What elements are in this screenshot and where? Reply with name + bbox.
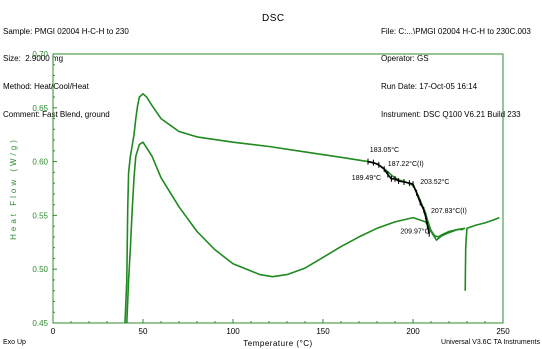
x-tick-label: 250 xyxy=(496,327,510,336)
file-line: File: C:...\PMGI 02004 H-C-H to 230C.003 xyxy=(381,26,531,36)
x-axis-label: Temperature (°C) xyxy=(243,339,312,348)
chart-title: DSC xyxy=(262,13,285,24)
x-tick-label: 150 xyxy=(316,327,330,336)
annotation-label: 189.49°C xyxy=(352,174,381,182)
y-tick-label: 0.55 xyxy=(32,211,48,220)
y-tick-label: 0.70 xyxy=(32,50,48,59)
curves xyxy=(124,93,500,324)
plot-frame xyxy=(52,53,504,324)
axis-tick-labels: 0 50 100 150 200 250 0.45 0.50 0.55 0.60 0.65 0.70 xyxy=(32,50,510,336)
sample-info: Sample: PMGI 02004 H-C-H to 230 Size: 2.… xyxy=(3,8,129,129)
y-tick-label: 0.45 xyxy=(32,319,48,328)
instrument-line: Instrument: DSC Q100 V6.21 Build 233 xyxy=(381,110,521,120)
x-tick-label: 0 xyxy=(51,327,56,336)
method-line: Method: Heat/Cool/Heat xyxy=(3,82,89,92)
x-tick-label: 100 xyxy=(226,327,240,336)
annotation-label: 203.52°C xyxy=(420,178,449,186)
y-axis-label: Heat Flow (W/g) xyxy=(9,137,18,240)
heat-flow-curve-3 xyxy=(126,141,464,324)
heat-flow-curve-2 xyxy=(464,216,500,291)
y-tick-label: 0.60 xyxy=(32,158,48,167)
annotation-label: 183.05°C xyxy=(370,146,399,154)
annotation-labels: 183.05°C 187.22°C(I) 189.49°C 203.52°C 207.8… xyxy=(352,146,467,236)
analysis-segment xyxy=(367,160,430,234)
run-date-line: Run Date: 17-Oct-05 16:14 xyxy=(381,82,478,92)
y-tick-label: 0.65 xyxy=(32,104,48,113)
y-tick-label: 0.50 xyxy=(32,265,48,274)
axis-ticks xyxy=(52,53,504,324)
comment-line: Comment: Fast Blend, ground xyxy=(3,110,110,120)
size-line: Size: 2.9000 mg xyxy=(3,54,64,64)
operator-line: Operator: GS xyxy=(381,54,429,64)
exo-direction-note: Exo Up xyxy=(3,339,26,346)
annotation-label: 207.83°C(I) xyxy=(431,207,467,215)
software-version: Universal V3.6C TA Instruments xyxy=(441,339,540,346)
annotation-label: 187.22°C(I) xyxy=(388,160,424,168)
annotation-label: 209.97°C xyxy=(400,228,429,236)
x-tick-label: 200 xyxy=(406,327,420,336)
x-tick-label: 50 xyxy=(139,327,148,336)
heat-flow-curve-1 xyxy=(124,93,466,324)
file-info: File: C:...\PMGI 02004 H-C-H to 230C.003… xyxy=(381,8,531,129)
annotation-marks xyxy=(367,158,430,237)
sample-line: Sample: PMGI 02004 H-C-H to 230 xyxy=(3,26,129,36)
